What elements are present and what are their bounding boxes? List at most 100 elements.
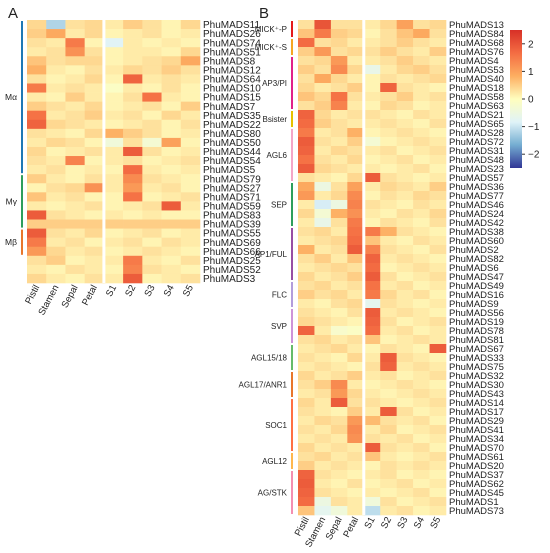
heatmap-cell	[380, 20, 397, 30]
heatmap-cell	[380, 119, 397, 129]
group-bar	[291, 471, 293, 514]
heatmap-cell	[396, 83, 414, 93]
heatmap-cell	[84, 174, 105, 184]
heatmap-cell	[413, 74, 430, 84]
heatmap-cell	[27, 156, 47, 166]
group-bar	[291, 111, 293, 127]
heatmap-cell	[103, 101, 124, 111]
heatmap-cell	[27, 210, 47, 220]
heatmap-cell	[380, 371, 397, 381]
row-label: PhuMADS43	[449, 389, 504, 400]
heatmap-cell	[380, 209, 397, 219]
heatmap-cell	[27, 219, 47, 229]
row-label: PhuMADS16	[449, 290, 504, 301]
heatmap-cell	[396, 380, 414, 390]
heatmap-cell	[347, 164, 365, 174]
row-label: PhuMADS67	[449, 344, 504, 355]
heatmap-cell	[314, 56, 332, 66]
heatmap-cell	[396, 119, 414, 129]
heatmap-cell	[298, 326, 315, 336]
heatmap-cell	[396, 290, 414, 300]
heatmap-cell	[347, 344, 365, 354]
heatmap-cell	[103, 183, 124, 193]
row-label: PhuMADS64	[203, 75, 261, 86]
heatmap-cell	[347, 128, 365, 138]
heatmap-cell	[298, 146, 315, 156]
heatmap-cell	[363, 308, 381, 318]
heatmap-cell	[380, 362, 397, 372]
colorbar-gradient	[510, 30, 522, 168]
heatmap-cell	[330, 38, 348, 48]
heatmap-cell	[46, 228, 66, 238]
heatmap-cell	[298, 182, 315, 192]
heatmap-cell	[103, 174, 124, 184]
heatmap-cell	[347, 146, 365, 156]
heatmap-cell	[298, 200, 315, 210]
heatmap-cell	[396, 299, 414, 309]
heatmap-cell	[84, 228, 105, 238]
heatmap-cell	[314, 461, 332, 471]
row-label: PhuMADS26	[203, 29, 261, 40]
column-label: S1	[104, 283, 119, 298]
heatmap-cell	[380, 335, 397, 345]
heatmap-cell	[380, 254, 397, 264]
heatmap-cell	[380, 101, 397, 111]
heatmap-cell	[27, 183, 47, 193]
heatmap-cell	[46, 38, 66, 48]
heatmap-cell	[142, 156, 162, 166]
heatmap-cell	[84, 65, 105, 75]
heatmap-cell	[65, 65, 85, 75]
row-label: PhuMADS75	[449, 362, 504, 373]
heatmap-cell	[27, 47, 47, 57]
row-label: PhuMADS84	[449, 29, 504, 40]
heatmap-cell	[65, 137, 85, 148]
heatmap-cell	[314, 20, 332, 30]
heatmap-cell	[347, 74, 365, 84]
heatmap-cell	[429, 371, 447, 381]
row-label: PhuMADS37	[449, 470, 504, 481]
heatmap-cell	[330, 416, 348, 426]
heatmap-cell	[123, 56, 143, 66]
heatmap-cell	[380, 110, 397, 120]
heatmap-cell	[84, 210, 105, 220]
heatmap-cell	[298, 461, 315, 471]
heatmap-cell	[429, 38, 447, 48]
heatmap-cell	[330, 92, 348, 102]
heatmap-cell	[396, 173, 414, 183]
row-label: PhuMADS41	[449, 425, 504, 436]
heatmap-cell	[429, 74, 447, 84]
heatmap-cell	[347, 173, 365, 183]
heatmap-cell	[161, 47, 182, 57]
heatmap-cell	[429, 389, 447, 399]
heatmap-cell	[413, 38, 430, 48]
row-label: PhuMADS13	[449, 20, 504, 31]
heatmap-cell	[347, 191, 365, 201]
heatmap-cell	[413, 20, 430, 30]
heatmap-cell	[298, 20, 315, 30]
heatmap-cell	[65, 255, 85, 266]
heatmap-cell	[429, 65, 447, 75]
heatmap-cell	[347, 29, 365, 39]
heatmap-cell	[314, 506, 332, 516]
heatmap-cell	[396, 488, 414, 498]
heatmap-cell	[314, 470, 332, 480]
heatmap-cell	[123, 29, 143, 39]
heatmap-cell	[429, 56, 447, 66]
heatmap-cell	[380, 146, 397, 156]
heatmap-cell	[380, 344, 397, 354]
heatmap-cell	[84, 119, 105, 130]
heatmap-cell	[46, 201, 66, 211]
heatmap-cell	[27, 83, 47, 93]
heatmap-cell	[180, 74, 201, 84]
heatmap-cell	[84, 56, 105, 66]
heatmap-cell	[161, 192, 182, 202]
heatmap-cell	[413, 452, 430, 462]
heatmap-cell	[314, 416, 332, 426]
heatmap-cell	[142, 29, 162, 39]
heatmap-cell	[380, 452, 397, 462]
heatmap-cell	[103, 210, 124, 220]
row-label: PhuMADS29	[449, 416, 504, 427]
heatmap-cell	[429, 425, 447, 435]
heatmap-cell	[330, 236, 348, 246]
heatmap-cell	[161, 56, 182, 66]
